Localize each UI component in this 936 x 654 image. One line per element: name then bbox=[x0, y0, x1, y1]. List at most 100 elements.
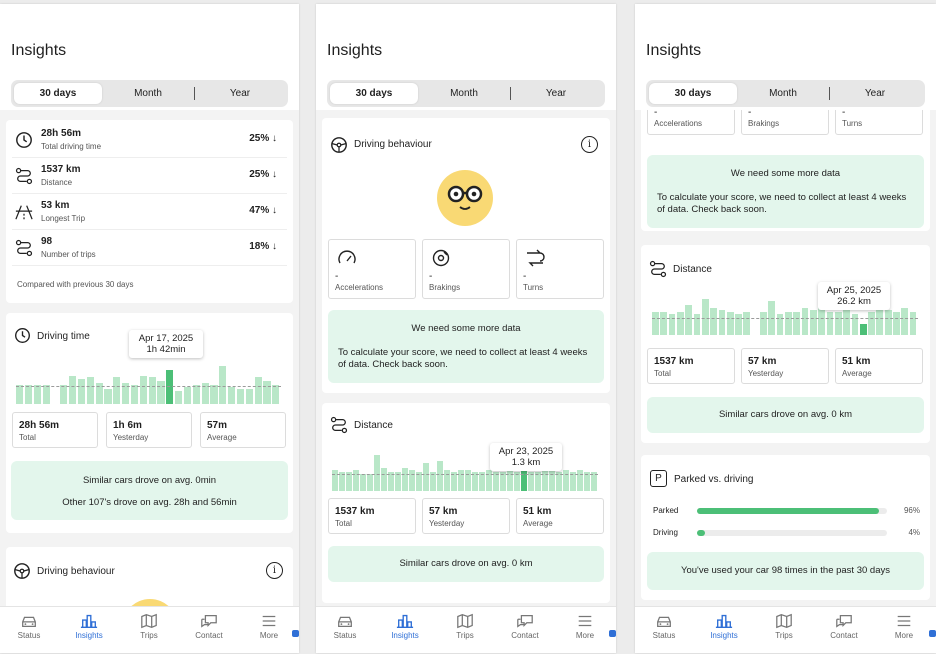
chart-bar[interactable] bbox=[693, 314, 701, 335]
chart-bar[interactable] bbox=[69, 375, 77, 404]
chart-bar[interactable] bbox=[346, 472, 352, 491]
chart-bar[interactable] bbox=[859, 323, 867, 335]
chart-bar[interactable] bbox=[60, 385, 68, 404]
chart-bar[interactable] bbox=[486, 470, 492, 491]
chart-bar[interactable] bbox=[710, 308, 717, 335]
chart-bar[interactable] bbox=[549, 468, 555, 491]
tab-year[interactable]: Year bbox=[545, 88, 567, 99]
chart-bar[interactable] bbox=[493, 472, 499, 491]
content-scroll[interactable]: Driving behaviour i - Accelerations - Br… bbox=[316, 110, 616, 606]
chart-bar[interactable] bbox=[113, 377, 121, 404]
tab-30-days[interactable]: 30 days bbox=[330, 83, 418, 104]
chart-bar[interactable] bbox=[42, 385, 50, 404]
chart-bar[interactable] bbox=[472, 472, 478, 491]
chart-bar[interactable] bbox=[760, 312, 767, 335]
chart-bar[interactable] bbox=[451, 472, 457, 491]
chart-bar[interactable] bbox=[826, 312, 834, 335]
chart-bar[interactable] bbox=[430, 472, 436, 491]
chart-bar[interactable] bbox=[668, 314, 676, 335]
chart-bar[interactable] bbox=[219, 366, 227, 404]
nav-insights[interactable]: Insights bbox=[380, 613, 430, 640]
chart-bar[interactable] bbox=[660, 312, 668, 335]
chart-bar[interactable] bbox=[801, 308, 809, 335]
chart-bar[interactable] bbox=[210, 385, 218, 404]
tab-month[interactable]: Month bbox=[450, 88, 478, 99]
chart-bar[interactable] bbox=[332, 470, 338, 491]
chart-bar[interactable] bbox=[166, 369, 174, 404]
chart-bar[interactable] bbox=[86, 377, 94, 404]
chart-bar[interactable] bbox=[175, 390, 183, 404]
chart-bar[interactable] bbox=[381, 468, 387, 491]
info-icon[interactable]: i bbox=[266, 562, 283, 579]
chart-bar[interactable] bbox=[507, 470, 513, 491]
chart-bar[interactable] bbox=[444, 470, 450, 491]
chart-bar[interactable] bbox=[395, 472, 401, 491]
chart-bar[interactable] bbox=[16, 385, 24, 404]
chart-bar[interactable] bbox=[245, 388, 253, 404]
chart-bar[interactable] bbox=[718, 310, 726, 335]
chart-bar[interactable] bbox=[263, 381, 271, 404]
nav-contact[interactable]: Contact bbox=[819, 613, 869, 640]
chart-bar[interactable] bbox=[818, 298, 826, 335]
chart-bar[interactable] bbox=[514, 472, 520, 491]
chart-bar[interactable] bbox=[563, 470, 569, 491]
chart-bar[interactable] bbox=[793, 312, 801, 335]
chart-bar[interactable] bbox=[500, 472, 506, 491]
chart-bar[interactable] bbox=[201, 383, 209, 404]
chart-bar[interactable] bbox=[388, 472, 394, 491]
chart-bar[interactable] bbox=[834, 312, 842, 335]
chart-bar[interactable] bbox=[272, 385, 280, 404]
chart-bar[interactable] bbox=[339, 472, 345, 491]
tab-month[interactable]: Month bbox=[134, 88, 162, 99]
chart-bar[interactable] bbox=[884, 310, 892, 335]
driving-time-chart[interactable] bbox=[16, 366, 281, 404]
chart-bar[interactable] bbox=[24, 385, 33, 404]
chart-bar[interactable] bbox=[528, 472, 534, 491]
chart-bar[interactable] bbox=[183, 386, 192, 404]
nav-status[interactable]: Status bbox=[320, 613, 370, 640]
nav-more[interactable]: More bbox=[879, 613, 929, 640]
chart-bar[interactable] bbox=[556, 472, 562, 491]
chart-bar[interactable] bbox=[701, 298, 709, 335]
chart-bar[interactable] bbox=[95, 383, 103, 404]
chart-bar[interactable] bbox=[236, 388, 245, 404]
chart-bar[interactable] bbox=[353, 470, 359, 491]
content-scroll[interactable]: - Accelerations - Brakings - Turns We ne… bbox=[635, 110, 936, 606]
chart-bar[interactable] bbox=[868, 312, 875, 335]
tab-year[interactable]: Year bbox=[229, 88, 251, 99]
chart-bar[interactable] bbox=[909, 312, 917, 335]
chart-bar[interactable] bbox=[591, 472, 597, 491]
chart-bar[interactable] bbox=[851, 314, 859, 335]
chart-bar[interactable] bbox=[360, 473, 366, 491]
chart-bar[interactable] bbox=[458, 470, 464, 491]
chart-bar[interactable] bbox=[542, 470, 548, 491]
nav-status[interactable]: Status bbox=[4, 613, 54, 640]
chart-bar[interactable] bbox=[139, 375, 147, 404]
chart-bar[interactable] bbox=[104, 388, 112, 404]
tab-30-days[interactable]: 30 days bbox=[649, 83, 737, 104]
chart-bar[interactable] bbox=[685, 304, 693, 335]
tab-30-days[interactable]: 30 days bbox=[14, 83, 102, 104]
chart-bar[interactable] bbox=[192, 385, 200, 404]
chart-bar[interactable] bbox=[130, 385, 139, 404]
tab-year[interactable]: Year bbox=[864, 88, 886, 99]
chart-bar[interactable] bbox=[901, 308, 909, 335]
chart-bar[interactable] bbox=[535, 472, 541, 491]
chart-bar[interactable] bbox=[570, 472, 576, 491]
chart-bar[interactable] bbox=[785, 312, 792, 335]
chart-bar[interactable] bbox=[416, 472, 422, 491]
chart-bar[interactable] bbox=[402, 468, 408, 491]
chart-bar[interactable] bbox=[652, 312, 659, 335]
nav-status[interactable]: Status bbox=[639, 613, 689, 640]
chart-bar[interactable] bbox=[465, 470, 471, 491]
chart-bar[interactable] bbox=[584, 472, 590, 491]
nav-trips[interactable]: Trips bbox=[440, 613, 490, 640]
chart-bar[interactable] bbox=[676, 312, 684, 335]
chart-bar[interactable] bbox=[521, 470, 527, 491]
tab-month[interactable]: Month bbox=[769, 88, 797, 99]
distance-chart[interactable] bbox=[652, 297, 918, 335]
chart-bar[interactable] bbox=[726, 312, 734, 335]
chart-bar[interactable] bbox=[367, 473, 373, 491]
chart-bar[interactable] bbox=[228, 386, 236, 404]
content-scroll[interactable]: 28h 56m Total driving time 25% ↓ 1537 km… bbox=[0, 110, 299, 606]
